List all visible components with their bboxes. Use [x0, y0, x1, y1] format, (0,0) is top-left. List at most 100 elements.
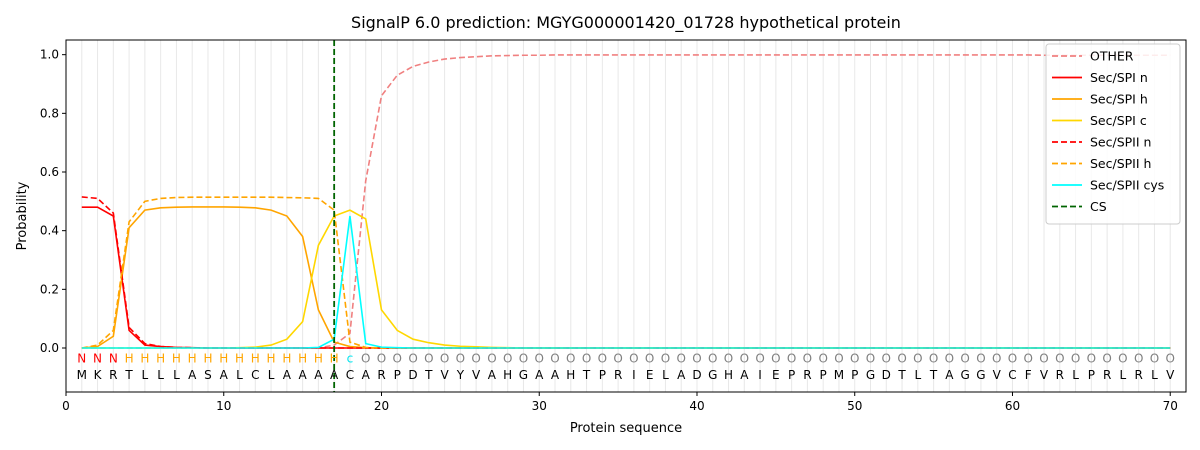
residue-label: P: [394, 368, 401, 382]
series-line-sec-spii-h: [81, 196, 1171, 349]
region-label: H: [330, 352, 339, 366]
residue-label: A: [677, 368, 686, 382]
residue-label: Y: [456, 368, 465, 382]
residue-label: C: [251, 368, 259, 382]
residue-label: L: [662, 368, 669, 382]
region-label: O: [1039, 352, 1048, 366]
region-label: O: [1165, 352, 1174, 366]
residue-label: C: [346, 368, 354, 382]
chart-title: SignalP 6.0 prediction: MGYG000001420_01…: [351, 13, 901, 33]
region-label: O: [645, 352, 654, 366]
residue-label: V: [1166, 368, 1175, 382]
residue-label: P: [851, 368, 858, 382]
y-tick-label: 0.6: [40, 165, 59, 179]
series-line-sec-spi-n: [81, 206, 1171, 349]
residue-label: S: [204, 368, 212, 382]
region-label: O: [393, 352, 402, 366]
region-label: O: [929, 352, 938, 366]
region-label: O: [1087, 352, 1096, 366]
x-tick-label: 20: [374, 399, 389, 413]
legend-entry: Sec/SPII h: [1090, 156, 1151, 171]
region-label: O: [803, 352, 812, 366]
residue-label: L: [157, 368, 164, 382]
region-label: H: [235, 352, 244, 366]
residue-label: G: [960, 368, 969, 382]
region-label: O: [676, 352, 685, 366]
region-label: O: [1008, 352, 1017, 366]
residue-label: T: [897, 368, 906, 382]
residue-label: A: [188, 368, 197, 382]
legend-entry: CS: [1090, 199, 1107, 214]
residue-label: D: [692, 368, 701, 382]
residue-label: G: [976, 368, 985, 382]
region-label: O: [692, 352, 701, 366]
x-tick-label: 30: [532, 399, 547, 413]
region-label: N: [93, 352, 102, 366]
residue-label: L: [1120, 368, 1127, 382]
residue-label: K: [94, 368, 103, 382]
residue-label: G: [866, 368, 875, 382]
x-tick-label: 10: [216, 399, 231, 413]
region-label: H: [172, 352, 181, 366]
x-tick-label: 0: [62, 399, 70, 413]
residue-label: V: [440, 368, 449, 382]
region-label: O: [361, 352, 370, 366]
region-label: H: [282, 352, 291, 366]
region-label: O: [913, 352, 922, 366]
region-label: O: [1150, 352, 1159, 366]
region-label: O: [1024, 352, 1033, 366]
region-label: O: [1071, 352, 1080, 366]
region-label: O: [787, 352, 796, 366]
residue-label: R: [1135, 368, 1143, 382]
residue-label: D: [882, 368, 891, 382]
residue-label: H: [724, 368, 733, 382]
residue-label: A: [945, 368, 954, 382]
residue-label: C: [1008, 368, 1016, 382]
region-label: O: [740, 352, 749, 366]
y-tick-label: 0.0: [40, 341, 59, 355]
x-tick-label: 60: [1005, 399, 1020, 413]
region-label: O: [755, 352, 764, 366]
series-lines: [81, 54, 1171, 349]
residue-label: A: [551, 368, 560, 382]
y-tick-label: 0.2: [40, 282, 59, 296]
region-label: H: [203, 352, 212, 366]
residue-label: F: [1025, 368, 1032, 382]
residue-label: E: [772, 368, 780, 382]
residue-label: R: [803, 368, 811, 382]
x-axis-label: Protein sequence: [570, 421, 682, 436]
region-label: O: [1055, 352, 1064, 366]
residue-label: A: [740, 368, 749, 382]
region-label: O: [661, 352, 670, 366]
residue-label: L: [173, 368, 180, 382]
legend-entry: Sec/SPI h: [1090, 92, 1148, 107]
region-label: O: [519, 352, 528, 366]
region-label: O: [456, 352, 465, 366]
residue-label: P: [599, 368, 606, 382]
region-label: c: [347, 352, 354, 366]
region-label: O: [708, 352, 717, 366]
residue-label: A: [362, 368, 371, 382]
series-line-sec-spi-c: [81, 209, 1171, 349]
legend: OTHER Sec/SPI n Sec/SPI h Sec/SPI c Sec/SPII…: [1045, 43, 1181, 225]
region-label: O: [487, 352, 496, 366]
residue-label: A: [330, 368, 339, 382]
region-label: H: [188, 352, 197, 366]
region-label: H: [314, 352, 323, 366]
legend-entry: Sec/SPII cys: [1090, 178, 1164, 193]
region-label: O: [818, 352, 827, 366]
region-label: N: [109, 352, 118, 366]
residue-label: P: [788, 368, 795, 382]
legend-entry: OTHER: [1090, 49, 1134, 64]
x-tick-label: 40: [689, 399, 704, 413]
residue-label: M: [77, 368, 87, 382]
residue-label: P: [820, 368, 827, 382]
region-label: O: [866, 352, 875, 366]
residue-label: I: [758, 368, 762, 382]
residue-label: A: [535, 368, 544, 382]
region-label: O: [471, 352, 480, 366]
residue-label: T: [124, 368, 133, 382]
region-label: O: [535, 352, 544, 366]
